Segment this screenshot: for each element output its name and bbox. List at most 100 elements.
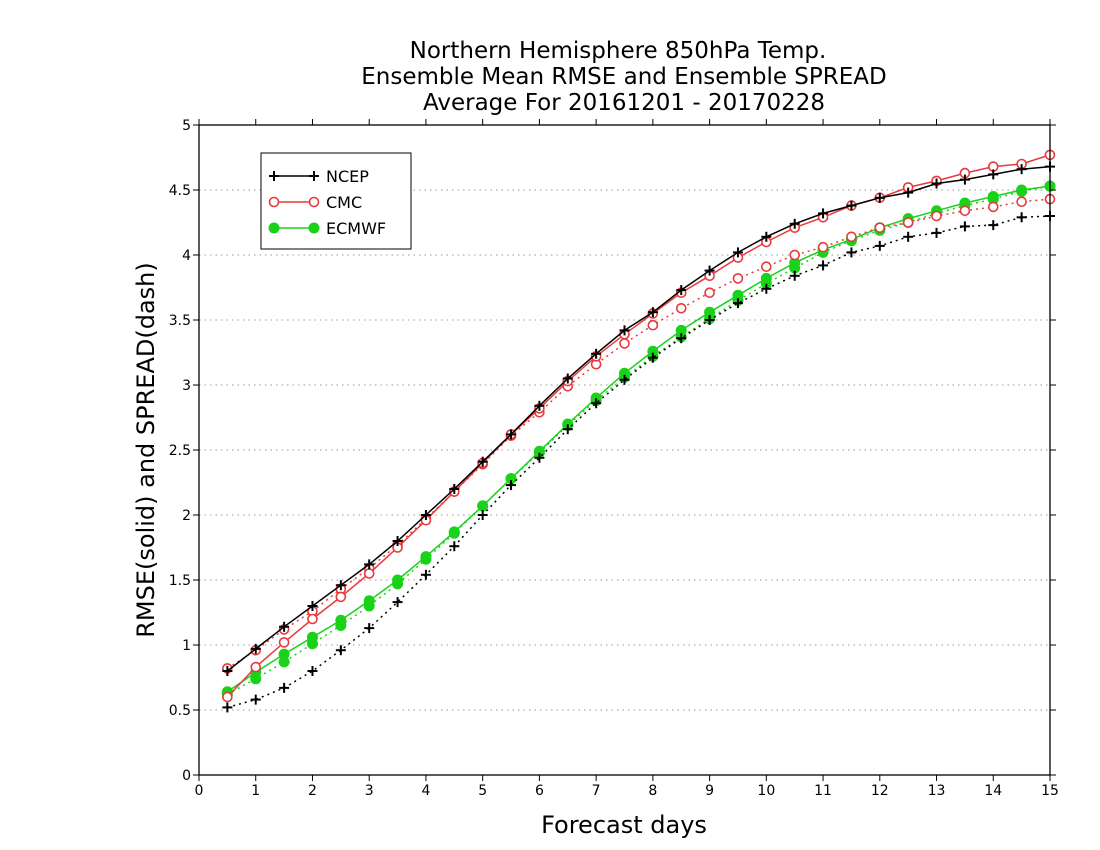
legend-label-cmc: CMC	[326, 193, 362, 212]
ecmwf-rmse-point	[448, 526, 460, 538]
ncep-rmse-point	[789, 218, 800, 229]
x-tick-label: 8	[648, 783, 657, 799]
ncep-rmse-point	[449, 484, 460, 494]
ncep-rmse-point	[959, 174, 970, 185]
y-tick-label: 0.5	[169, 703, 191, 719]
legend-marker-ecmwf	[308, 222, 320, 234]
y-tick-label: 4.5	[169, 183, 191, 199]
cmc-spread-point	[704, 287, 715, 299]
chart-title-line-3: Average For 20161201 - 20170228	[423, 90, 825, 116]
ncep-spread-point	[222, 702, 233, 713]
ncep-spread-point	[449, 541, 460, 552]
ncep-rmse-point	[676, 285, 687, 296]
ncep-spread-point	[761, 283, 772, 294]
y-tick-label: 1	[182, 638, 191, 654]
ncep-rmse-point	[761, 231, 772, 242]
x-tick-label: 6	[535, 783, 544, 799]
ecmwf-rmse-point	[760, 272, 772, 284]
ncep-rmse-point	[903, 187, 914, 198]
ncep-rmse-point	[420, 510, 431, 520]
ncep-spread-point	[846, 247, 857, 258]
cmc-rmse-point	[363, 568, 375, 579]
ncep-spread-point	[647, 352, 658, 363]
x-tick-label: 5	[478, 783, 487, 799]
ncep-rmse-point	[562, 373, 573, 384]
cmc-spread-point	[902, 217, 914, 228]
ncep-spread-point	[335, 645, 346, 656]
legend-label-ecmwf: ECMWF	[326, 219, 386, 238]
ncep-spread-point	[250, 694, 261, 705]
legend-marker-ecmwf	[268, 222, 280, 234]
ncep-rmse-point	[392, 536, 403, 546]
x-tick-label: 3	[365, 783, 374, 799]
cmc-spread-point	[647, 319, 659, 331]
y-tick-label: 1.5	[169, 573, 191, 589]
x-tick-label: 9	[705, 783, 714, 799]
y-tick-label: 5	[182, 118, 191, 134]
cmc-spread-point	[761, 261, 772, 273]
ecmwf-rmse-point	[1016, 184, 1028, 196]
ecmwf-rmse-point	[363, 595, 375, 607]
x-tick-label: 11	[814, 783, 832, 799]
ncep-spread-point	[364, 623, 375, 634]
ncep-rmse-line	[226, 165, 1051, 672]
ecmwf-rmse-point	[477, 500, 489, 512]
cmc-spread-point	[732, 273, 744, 284]
ncep-rmse-point	[732, 247, 743, 258]
legend-marker-ncep	[269, 171, 279, 181]
ncep-rmse-point	[591, 348, 602, 359]
cmc-rmse-point	[335, 591, 347, 603]
y-axis-ticks: 0 0.5 1 1.5 2 2.5 3 3.5 4 4.5 5	[169, 118, 1056, 784]
ncep-rmse-point	[250, 643, 261, 654]
ncep-spread-point	[392, 597, 403, 608]
ncep-spread-point	[903, 231, 914, 242]
legend-marker-ncep	[309, 171, 319, 181]
legend-marker-cmc	[308, 196, 320, 208]
ncep-rmse-point	[988, 169, 999, 180]
ncep-rmse-point	[279, 621, 290, 632]
ncep-spread-point	[307, 666, 318, 676]
ncep-rmse-point	[477, 456, 488, 467]
cmc-spread-point	[817, 241, 829, 253]
chart-title-line-2: Ensemble Mean RMSE and Ensemble SPREAD	[361, 64, 886, 90]
cmc-rmse-point	[278, 637, 290, 648]
y-axis-label: RMSE(solid) and SPREAD(dash)	[132, 262, 160, 638]
ncep-spread-point	[789, 270, 800, 281]
ncep-spread-point	[1016, 212, 1027, 223]
ncep-spread-point	[562, 424, 573, 435]
ncep-spread-point	[874, 240, 885, 251]
cmc-spread-point	[931, 210, 942, 222]
cmc-spread-point	[987, 201, 999, 213]
ncep-rmse-point	[364, 559, 375, 570]
ecmwf-rmse-point	[987, 191, 999, 202]
y-tick-label: 2	[182, 508, 191, 524]
legend: NCEP CMC ECMWF	[260, 152, 412, 250]
x-tick-label: 14	[984, 783, 1002, 799]
ncep-rmse-point	[619, 325, 630, 336]
x-axis-label: Forecast days	[541, 811, 707, 839]
ecmwf-rmse-point	[306, 631, 318, 643]
cmc-rmse-point	[250, 661, 262, 673]
ncep-spread-point	[704, 315, 715, 325]
ncep-rmse-point	[534, 400, 545, 411]
x-tick-label: 12	[871, 783, 889, 799]
ncep-spread-point	[732, 298, 743, 309]
y-tick-label: 3.5	[169, 313, 191, 329]
ecmwf-rmse-point	[335, 614, 347, 626]
ncep-rmse-point	[931, 178, 942, 189]
cmc-spread-point	[789, 249, 801, 261]
x-tick-label: 13	[928, 783, 946, 799]
x-axis-ticks: 0 1 2 3 4 5 6 7 8 9 10 11 12 13 14 15	[195, 119, 1059, 799]
y-tick-label: 4	[182, 248, 191, 264]
x-tick-label: 10	[757, 783, 775, 799]
ncep-rmse-point	[818, 208, 829, 219]
ncep-spread-point	[534, 452, 545, 463]
x-tick-label: 1	[251, 783, 260, 799]
ecmwf-rmse-point	[420, 551, 432, 563]
ncep-rmse-point	[307, 601, 318, 611]
y-tick-label: 3	[182, 378, 191, 394]
cmc-rmse-point	[307, 613, 318, 625]
ncep-rmse-point	[647, 307, 658, 318]
y-tick-label: 2.5	[169, 443, 191, 459]
ncep-spread-point	[988, 220, 999, 231]
